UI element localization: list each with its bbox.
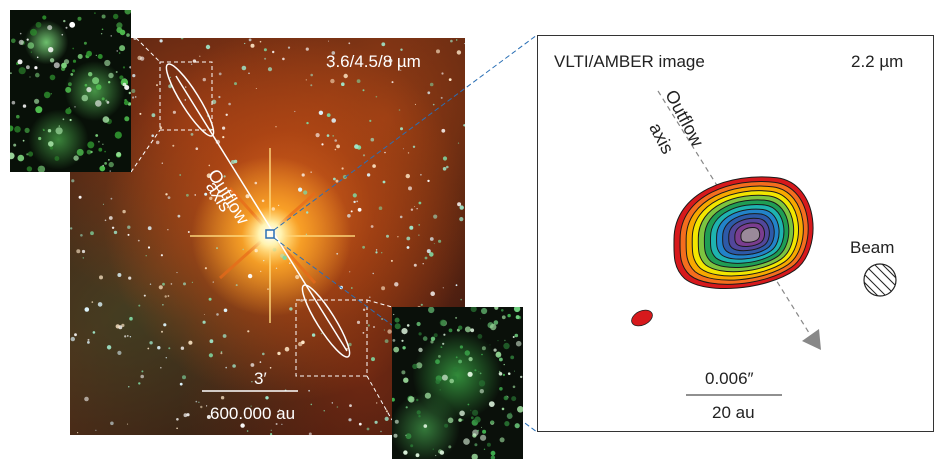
amber-field-marker (265, 229, 275, 239)
contour-level-12 (740, 227, 761, 243)
zoom-box-north (159, 61, 213, 131)
ir-wavelength-label: 3.6/4.5/8 µm (326, 52, 421, 71)
infrared-image: 3.6/4.5/8 µm Outflow axis 3′ 600.000 au (70, 38, 465, 435)
contour-levels (673, 176, 814, 290)
ir-scale-angle: 3′ (254, 369, 267, 388)
inset-north-lobe-image (10, 10, 131, 172)
star-core-glow (242, 206, 298, 262)
amber-scale-distance: 20 au (712, 403, 755, 422)
amber-title: VLTI/AMBER image (554, 52, 705, 71)
amber-scale-angle: 0.006″ (705, 369, 754, 388)
amber-image-panel: VLTI/AMBER image 2.2 µm Outflow axis Bea… (537, 35, 934, 432)
zoom-box-south (295, 299, 368, 377)
outflow-lobe-south (301, 284, 351, 358)
outflow-lobe-north (165, 63, 215, 137)
outflow-axis-line (175, 75, 348, 352)
amber-wavelength: 2.2 µm (851, 52, 904, 71)
ir-scale-distance: 600.000 au (210, 404, 296, 423)
amber-contour-plot (631, 90, 897, 396)
inset-south-lobe-image (392, 307, 523, 459)
secondary-blob (631, 309, 653, 327)
beam-label: Beam (850, 238, 895, 257)
amber-axis-arrowhead (802, 329, 821, 350)
